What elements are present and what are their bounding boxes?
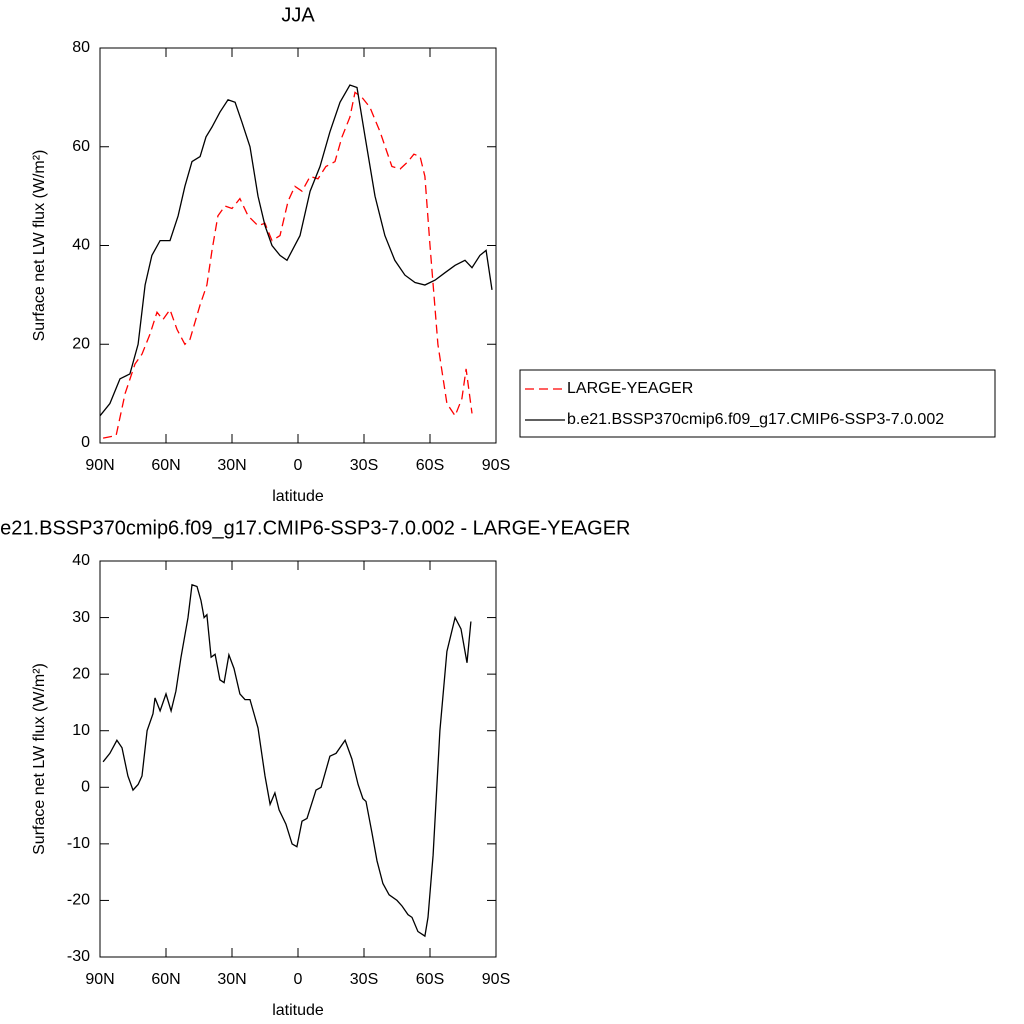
x-tick-label: 30S — [350, 457, 378, 474]
y-tick-label: 20 — [72, 335, 90, 352]
legend-box — [519, 369, 996, 438]
x-tick-label: 90N — [85, 457, 114, 474]
y-tick-label: 60 — [72, 138, 90, 155]
y-tick-label: 40 — [72, 237, 90, 254]
y-tick-label: 10 — [72, 722, 90, 739]
x-tick-label: 60S — [416, 457, 444, 474]
data-line — [102, 91, 473, 439]
y-tick-label: 30 — [72, 609, 90, 626]
x-tick-label: 30N — [217, 971, 246, 988]
y-axis-label: Surface net LW flux (W/m²) — [31, 663, 48, 855]
x-axis-label: latitude — [272, 488, 324, 505]
y-tick-label: 0 — [81, 779, 90, 796]
data-line — [99, 84, 493, 417]
x-axis-label: latitude — [272, 1002, 324, 1019]
legend-label: b.e21.BSSP370cmip6.f09_g17.CMIP6-SSP3-7.… — [567, 411, 944, 428]
x-tick-label: 30N — [217, 457, 246, 474]
x-tick-label: 90S — [482, 971, 510, 988]
x-tick-label: 60N — [151, 971, 180, 988]
plot-frame — [99, 560, 497, 958]
y-tick-label: -20 — [67, 892, 90, 909]
chart-title: JJA — [281, 4, 315, 26]
y-tick-label: -10 — [67, 835, 90, 852]
plot-frame — [99, 47, 497, 444]
y-tick-label: 20 — [72, 665, 90, 682]
y-tick-label: -30 — [67, 948, 90, 965]
x-tick-label: 90N — [85, 971, 114, 988]
y-axis-label: Surface net LW flux (W/m²) — [31, 150, 48, 342]
legend-label: LARGE-YEAGER — [567, 380, 693, 397]
y-tick-label: 0 — [81, 434, 90, 451]
x-tick-label: 60N — [151, 457, 180, 474]
x-tick-label: 90S — [482, 457, 510, 474]
chart-title: b.e21.BSSP370cmip6.f09_g17.CMIP6-SSP3-7.… — [0, 517, 631, 539]
x-tick-label: 30S — [350, 971, 378, 988]
x-tick-label: 0 — [294, 457, 303, 474]
y-tick-label: 80 — [72, 39, 90, 56]
data-line — [102, 583, 472, 938]
y-tick-label: 40 — [72, 552, 90, 569]
x-tick-label: 60S — [416, 971, 444, 988]
x-tick-label: 0 — [294, 971, 303, 988]
